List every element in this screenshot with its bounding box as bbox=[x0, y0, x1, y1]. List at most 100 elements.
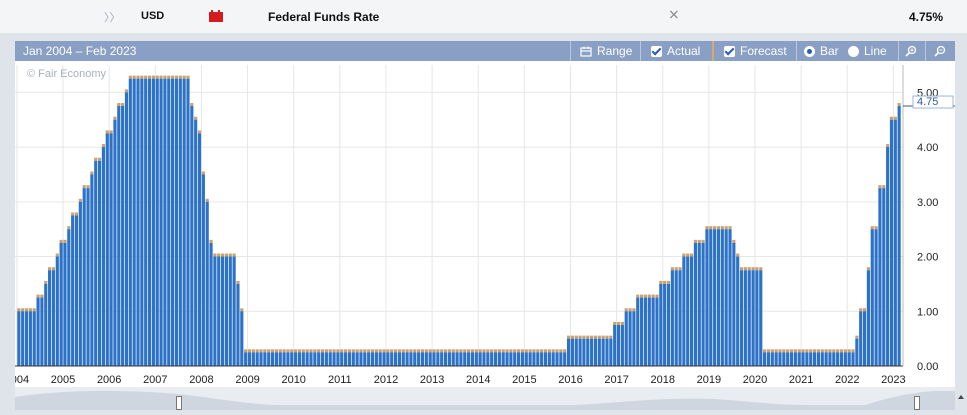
actual-bar bbox=[862, 311, 867, 366]
forecast-bar bbox=[121, 103, 125, 107]
actual-bar bbox=[163, 78, 167, 366]
actual-bar bbox=[697, 242, 701, 366]
checkbox-checked-icon bbox=[724, 45, 735, 57]
forecast-bar bbox=[240, 308, 244, 312]
actual-bar bbox=[417, 352, 421, 366]
navigator-left-handle[interactable] bbox=[176, 396, 182, 410]
actual-bar bbox=[224, 256, 229, 366]
range-button[interactable]: Range bbox=[580, 41, 632, 61]
actual-bar bbox=[528, 352, 532, 366]
forecast-bar bbox=[236, 280, 240, 284]
forecast-bar bbox=[536, 349, 540, 353]
folder-icon[interactable] bbox=[209, 10, 223, 22]
toolbar-divider bbox=[796, 41, 797, 61]
event-title: Federal Funds Rate bbox=[268, 10, 380, 24]
forecast-bar bbox=[613, 321, 617, 325]
forecast-label: Forecast bbox=[740, 44, 787, 58]
forecast-bar bbox=[647, 294, 651, 298]
forecast-checkbox[interactable]: Forecast bbox=[724, 41, 787, 61]
x-tick-label: 2004 bbox=[15, 374, 29, 386]
zoom-out-button[interactable] bbox=[928, 41, 952, 61]
actual-bar bbox=[490, 352, 494, 366]
forecast-bar bbox=[132, 75, 136, 79]
forecast-bar bbox=[48, 267, 52, 271]
actual-bar bbox=[117, 106, 121, 366]
forecast-bar bbox=[470, 349, 475, 353]
forecast-bar bbox=[128, 75, 132, 79]
forecast-bar bbox=[451, 349, 455, 353]
actual-bar bbox=[636, 297, 640, 366]
forecast-bar bbox=[101, 144, 105, 148]
actual-bar bbox=[132, 78, 136, 366]
forecast-bar bbox=[251, 349, 255, 353]
actual-bar bbox=[540, 352, 544, 366]
line-radio[interactable]: Line bbox=[848, 41, 887, 61]
actual-bar bbox=[121, 106, 125, 366]
actual-bar bbox=[870, 229, 874, 366]
forecast-bar bbox=[878, 185, 882, 189]
actual-bar bbox=[559, 352, 563, 366]
x-tick-label: 2016 bbox=[558, 374, 582, 386]
x-tick-label: 2023 bbox=[881, 374, 905, 386]
last-value-box bbox=[912, 95, 954, 109]
forecast-bar bbox=[94, 157, 98, 161]
forecast-bar bbox=[413, 349, 417, 353]
forecast-bar bbox=[886, 144, 890, 148]
date-range-label: Jan 2004 – Feb 2023 bbox=[23, 44, 137, 58]
close-icon[interactable]: ⨯ bbox=[668, 6, 680, 22]
forecast-bar bbox=[493, 349, 498, 353]
actual-bar bbox=[217, 256, 221, 366]
actual-bar bbox=[759, 270, 763, 366]
chart-area[interactable]: 0.001.002.003.004.005.002004200520062007… bbox=[5, 61, 955, 387]
forecast-bar bbox=[174, 75, 179, 79]
forecast-bar bbox=[163, 75, 167, 79]
actual-bar bbox=[632, 311, 636, 366]
actual-bar bbox=[255, 352, 259, 366]
forecast-bar bbox=[824, 349, 828, 353]
forecast-bar bbox=[720, 226, 724, 230]
scroll-right-arrow[interactable] bbox=[955, 387, 967, 410]
actual-label: Actual bbox=[667, 44, 701, 58]
forecast-bar bbox=[663, 280, 667, 284]
forecast-bar bbox=[801, 349, 805, 353]
forecast-bar bbox=[355, 349, 359, 353]
currency-label: USD bbox=[141, 10, 165, 22]
x-tick-label: 2008 bbox=[189, 374, 213, 386]
forecast-bar bbox=[843, 349, 847, 353]
actual-bar bbox=[486, 352, 490, 366]
zoom-out-icon bbox=[934, 45, 946, 57]
last-value-label: 4.75 bbox=[917, 96, 938, 108]
actual-bar bbox=[374, 352, 378, 366]
actual-bar bbox=[144, 78, 148, 366]
actual-bar bbox=[194, 119, 198, 367]
zoom-in-button[interactable] bbox=[899, 41, 923, 61]
forecast-bar bbox=[109, 130, 113, 134]
actual-bar bbox=[370, 352, 375, 366]
navigator-right-handle[interactable] bbox=[914, 396, 920, 410]
forecast-bar bbox=[724, 226, 728, 230]
bar-radio[interactable]: Bar bbox=[804, 41, 839, 61]
actual-bar bbox=[743, 270, 747, 366]
bar-label: Bar bbox=[820, 44, 839, 58]
forecast-bar bbox=[805, 349, 809, 353]
forecast-bar bbox=[486, 349, 490, 353]
actual-bar bbox=[74, 215, 79, 366]
actual-bar bbox=[413, 352, 417, 366]
forecast-bar bbox=[436, 349, 440, 353]
actual-bar bbox=[859, 311, 863, 366]
range-navigator[interactable] bbox=[15, 387, 955, 410]
forecast-bar bbox=[559, 349, 563, 353]
bar-chart[interactable]: 0.001.002.003.004.005.002004200520062007… bbox=[5, 61, 955, 387]
x-tick-label: 2013 bbox=[420, 374, 444, 386]
actual-bar bbox=[689, 256, 694, 366]
forecast-bar bbox=[739, 267, 744, 271]
actual-bar bbox=[463, 352, 467, 366]
actual-bar bbox=[309, 352, 313, 366]
actual-bar bbox=[247, 352, 252, 366]
forecast-bar bbox=[393, 349, 398, 353]
actual-checkbox[interactable]: Actual bbox=[651, 41, 700, 61]
forecast-bar bbox=[601, 335, 605, 339]
watermark: © Fair Economy bbox=[27, 68, 107, 80]
actual-bar bbox=[32, 311, 36, 366]
forecast-bar bbox=[839, 349, 844, 353]
